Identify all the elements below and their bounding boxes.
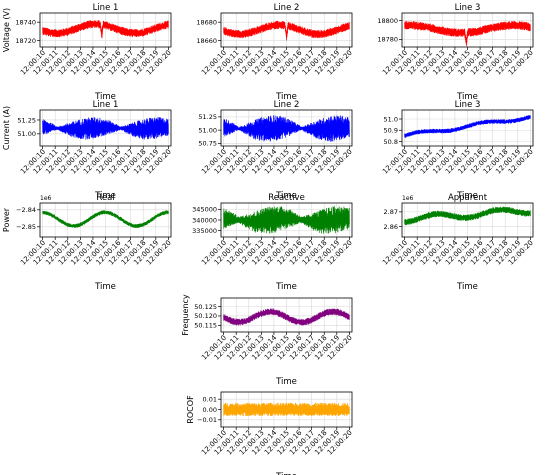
power-reactive-chart: 33500034000034500012:00:1012:00:1112:00:… bbox=[192, 193, 354, 292]
chart-title: Reactive bbox=[268, 193, 305, 203]
power-apparent-series-line bbox=[404, 206, 531, 226]
x-axis-label: Time bbox=[275, 191, 297, 201]
y-tick-label: 2.87 bbox=[384, 208, 398, 216]
y-axis-label: ROCOF bbox=[186, 395, 195, 424]
y-tick-label: 340000 bbox=[192, 216, 217, 224]
rocof-series-line bbox=[223, 402, 350, 417]
y-axis-label: Power bbox=[2, 207, 11, 232]
chart-title: Line 3 bbox=[455, 100, 481, 110]
y-tick-label: 18800 bbox=[377, 17, 398, 25]
x-axis-label: Time bbox=[275, 282, 297, 292]
x-axis-label: Time bbox=[275, 377, 297, 387]
y-tick-label: 50.8 bbox=[384, 138, 398, 146]
y-tick-label: 50.125 bbox=[194, 303, 217, 311]
voltage-line-2-series-line bbox=[223, 20, 350, 41]
frequency-series-line bbox=[223, 308, 350, 326]
current-line-3-series-line bbox=[404, 115, 531, 138]
y-tick-label: 335000 bbox=[192, 227, 217, 235]
y-tick-label: 50.115 bbox=[194, 322, 217, 330]
y-axis-label: Current (A) bbox=[2, 106, 11, 150]
current-line-3-chart: 50.850.951.012:00:1012:00:1112:00:1212:0… bbox=[381, 100, 535, 201]
current-line-1-chart: 51.0051.2512:00:1012:00:1112:00:1212:00:… bbox=[2, 100, 173, 201]
y-tick-label: 50.9 bbox=[384, 127, 398, 135]
y-tick-label: 51.25 bbox=[17, 116, 36, 124]
y-tick-label: 345000 bbox=[192, 206, 217, 214]
voltage-line-3-chart: 187801880012:00:1012:00:1112:00:1212:00:… bbox=[377, 3, 534, 102]
y-tick-label: 18720 bbox=[15, 37, 36, 45]
chart-title: Line 3 bbox=[455, 3, 481, 13]
current-line-1-series-line bbox=[42, 117, 169, 140]
power-reactive-series-line bbox=[223, 206, 350, 234]
y-tick-label: −2.85 bbox=[16, 223, 36, 231]
offset-text: 1e6 bbox=[402, 195, 414, 202]
power-apparent-chart: 2.862.8712:00:1012:00:1112:00:1212:00:13… bbox=[381, 193, 535, 292]
y-axis-label: Frequency bbox=[181, 294, 190, 336]
power-real-series-line bbox=[42, 210, 169, 228]
y-tick-label: −0.01 bbox=[197, 416, 217, 424]
x-axis-label: Time bbox=[456, 191, 478, 201]
y-tick-label: 18740 bbox=[15, 18, 36, 26]
chart-title: Real bbox=[96, 193, 114, 203]
x-axis-label: Time bbox=[94, 282, 116, 292]
voltage-line-2-chart: 186601868012:00:1012:00:1112:00:1212:00:… bbox=[196, 3, 353, 102]
x-axis-label: Time bbox=[456, 282, 478, 292]
y-tick-label: 51.00 bbox=[17, 130, 36, 138]
rocof-chart: −0.010.000.0112:00:1012:00:1112:00:1212:… bbox=[186, 391, 354, 475]
voltage-line-1-chart: 187201874012:00:1012:00:1112:00:1212:00:… bbox=[2, 3, 173, 102]
chart-title: Line 2 bbox=[274, 3, 300, 13]
current-line-2-series-line bbox=[223, 115, 350, 142]
chart-title: Line 2 bbox=[274, 100, 300, 110]
power-real-chart: −2.85−2.8412:00:1012:00:1112:00:1212:00:… bbox=[2, 193, 173, 292]
y-tick-label: 0.01 bbox=[203, 396, 217, 404]
voltage-line-3-series-line bbox=[404, 21, 531, 47]
y-tick-label: 50.75 bbox=[198, 140, 217, 148]
frequency-chart: 50.11550.12050.12512:00:1012:00:1112:00:… bbox=[181, 294, 354, 387]
y-tick-label: 51.0 bbox=[384, 115, 398, 123]
y-tick-label: 51.25 bbox=[198, 113, 217, 121]
chart-title: Apparent bbox=[448, 193, 488, 203]
y-tick-label: 51.00 bbox=[198, 126, 217, 134]
current-line-2-chart: 50.7551.0051.2512:00:1012:00:1112:00:121… bbox=[198, 100, 353, 201]
chart-title: Line 1 bbox=[93, 3, 119, 13]
x-axis-label: Time bbox=[94, 191, 116, 201]
x-axis-label: Time bbox=[94, 92, 116, 102]
voltage-line-1-series-line bbox=[42, 20, 169, 39]
y-tick-label: 0.00 bbox=[203, 406, 217, 414]
y-tick-label: 18660 bbox=[196, 37, 217, 45]
y-tick-label: 50.120 bbox=[194, 312, 217, 320]
y-axis-label: Voltage (V) bbox=[2, 8, 11, 52]
offset-text: 1e6 bbox=[40, 195, 52, 202]
y-tick-label: 18780 bbox=[377, 36, 398, 44]
y-tick-label: −2.84 bbox=[16, 206, 36, 214]
y-tick-label: 18680 bbox=[196, 18, 217, 26]
y-tick-label: 2.86 bbox=[384, 223, 398, 231]
x-axis-label: Time bbox=[275, 472, 297, 475]
chart-title: Line 1 bbox=[93, 100, 119, 110]
x-axis-label: Time bbox=[456, 92, 478, 102]
x-axis-label: Time bbox=[275, 92, 297, 102]
